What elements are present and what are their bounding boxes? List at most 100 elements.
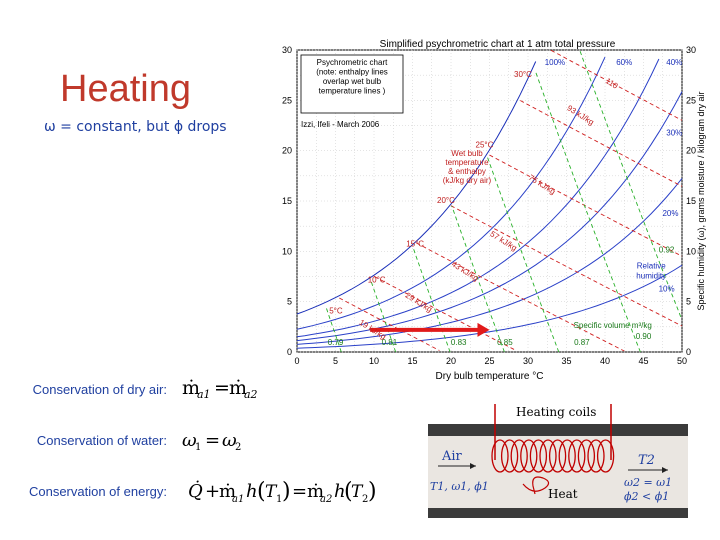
chart-title: Simplified psychrometric chart at 1 atm … — [380, 39, 616, 50]
svg-text:a1: a1 — [232, 494, 244, 505]
svg-text:T: T — [265, 482, 278, 502]
volume-label: 0.81 — [382, 338, 398, 347]
y-tick-label-right: 20 — [686, 146, 696, 156]
coil-loop — [491, 439, 509, 473]
rh-curve — [296, 264, 683, 349]
rh-label: 20% — [662, 209, 678, 218]
volume-line — [534, 69, 641, 353]
slide-title: Heating — [60, 68, 191, 110]
eq-water: ω 1 = ω 2 — [182, 430, 241, 453]
x-tick-label: 10 — [369, 356, 379, 366]
volume-label: Specific volume m³/kg — [574, 321, 652, 330]
volume-line — [579, 49, 682, 317]
rh-label: humidity — [636, 272, 666, 281]
svg-text:h: h — [334, 481, 346, 502]
credit-text: Izzi, Ifeli - March 2006 — [301, 120, 380, 129]
svg-text:ω: ω — [222, 430, 237, 451]
wetbulb-label: Wet bulb — [451, 149, 483, 158]
y-tick-label-left: 30 — [282, 45, 292, 55]
note-text: overlap wet bulb — [323, 77, 382, 86]
svg-text:=: = — [205, 430, 220, 451]
rh-label: 10% — [659, 285, 675, 294]
enthalpy-line — [339, 297, 440, 351]
enthalpy-line — [520, 100, 683, 187]
heating-coils-label: Heating coils — [516, 405, 596, 419]
svg-text:a2: a2 — [244, 388, 258, 401]
coil-loop — [539, 439, 557, 473]
eq-dry-air: ṁ a1 = ṁ a2 — [182, 377, 258, 401]
chart-curves — [296, 49, 683, 353]
rh-label: 40% — [666, 58, 682, 67]
svg-text:+: + — [205, 481, 220, 502]
rh-curve — [296, 91, 683, 342]
svg-text:h: h — [246, 481, 258, 502]
y-tick-label-left: 0 — [287, 347, 292, 357]
wetbulb-temp-label: 30°C — [514, 70, 532, 79]
eq-energy: Q̇ + ṁ a1 h ( T 1 ) = ṁ a2 h ( T 2 ) — [188, 479, 376, 505]
wetbulb-temp-label: 10°C — [368, 276, 386, 285]
y-tick-label-left: 15 — [282, 196, 292, 206]
y-tick-label-right: 10 — [686, 246, 696, 256]
wetbulb-label: temperature — [445, 158, 489, 167]
y-axis-label: Specific humidity (ω), grams moisture / … — [696, 91, 706, 310]
wetbulb-temp-label: 15°C — [406, 239, 424, 248]
svg-text:=: = — [292, 481, 307, 502]
volume-label: 0.90 — [636, 332, 652, 341]
svg-text:a1: a1 — [197, 388, 211, 401]
wetbulb-temp-label: 5°C — [329, 307, 343, 316]
rh-curve — [296, 56, 606, 330]
rh-label: 100% — [545, 58, 565, 67]
volume-label: 0.92 — [659, 245, 675, 254]
x-tick-label: 30 — [523, 356, 533, 366]
volume-label: 0.87 — [574, 338, 590, 347]
wetbulb-label: (kJ/kg dry air) — [443, 176, 492, 185]
svg-text:2: 2 — [235, 442, 241, 453]
volume-line — [451, 205, 505, 353]
svg-text:(: ( — [257, 479, 266, 504]
heat-label: Heat — [548, 487, 578, 501]
coil-loop — [529, 439, 548, 473]
x-tick-label: 0 — [294, 356, 299, 366]
volume-line — [370, 281, 397, 353]
svg-text:ṁ: ṁ — [219, 481, 236, 502]
coil-loop — [587, 439, 605, 473]
coil-loop — [596, 439, 615, 473]
svg-text:ṁ: ṁ — [182, 377, 200, 399]
x-tick-label: 35 — [561, 356, 571, 366]
eq-water-label: Conservation of water: — [36, 433, 167, 448]
y-tick-label-left: 5 — [287, 297, 292, 307]
x-tick-label: 40 — [600, 356, 610, 366]
coil-loop — [558, 439, 576, 473]
x-tick-label: 15 — [407, 356, 417, 366]
note-text: temperature lines ) — [319, 87, 386, 96]
outlet-phi-label: ϕ2 < ϕ1 — [624, 490, 669, 503]
coil-loop — [568, 439, 586, 473]
outlet-temp-label: T2 — [638, 453, 655, 468]
x-tick-label: 45 — [638, 356, 648, 366]
y-tick-label-left: 20 — [282, 146, 292, 156]
heating-coil-diagram: Heating coils Air T1, ω1, ϕ1 Heat T2 ω2 = ω1ϕ… — [428, 404, 688, 518]
y-tick-label-right: 5 — [686, 297, 691, 307]
enthalpy-line — [550, 49, 683, 121]
wetbulb-temp-label: 20°C — [437, 196, 455, 205]
rh-label: 60% — [616, 58, 632, 67]
inlet-state-label: T1, ω1, ϕ1 — [430, 480, 489, 493]
enthalpy-line — [373, 275, 517, 352]
x-tick-label: 20 — [446, 356, 456, 366]
coil-loop — [500, 439, 519, 473]
x-tick-label: 5 — [333, 356, 338, 366]
svg-text:(: ( — [344, 479, 353, 504]
volume-label: 0.83 — [451, 338, 467, 347]
y-tick-label-right: 30 — [686, 45, 696, 55]
eq-energy-label: Conservation of energy: — [28, 484, 167, 499]
volume-label: 0.79 — [328, 338, 344, 347]
svg-text:Q̇: Q̇ — [188, 480, 203, 502]
rh-curve — [296, 61, 537, 315]
coil-loop — [548, 439, 567, 473]
enthalpy-line — [489, 154, 683, 257]
rh-label: Relative — [637, 261, 666, 270]
y-tick-label-right: 0 — [686, 347, 691, 357]
wetbulb-label: & enthalpy — [448, 167, 486, 176]
x-tick-label: 25 — [484, 356, 494, 366]
svg-text:1: 1 — [276, 494, 282, 505]
